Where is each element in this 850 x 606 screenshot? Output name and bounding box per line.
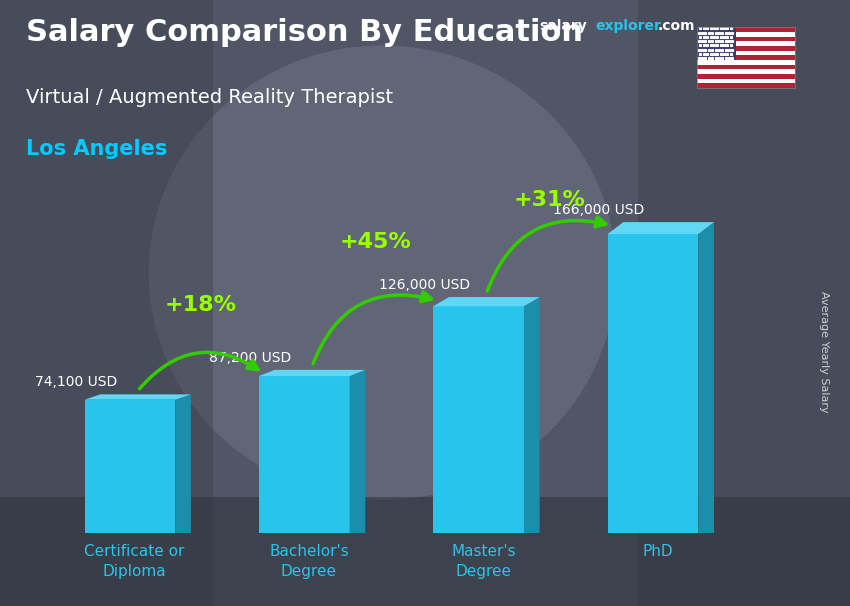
Bar (697, 41, 795, 46)
Polygon shape (175, 395, 191, 533)
Bar (697, 69, 795, 74)
Bar (697, 65, 795, 69)
Text: 87,200 USD: 87,200 USD (209, 350, 292, 365)
Bar (697, 50, 795, 55)
Bar (697, 83, 795, 88)
FancyArrowPatch shape (313, 292, 432, 364)
Bar (434, 306, 524, 533)
Bar (259, 376, 349, 533)
Text: .com: .com (658, 19, 695, 33)
Polygon shape (349, 370, 366, 533)
Polygon shape (524, 297, 540, 533)
Bar (608, 234, 699, 533)
Text: Average Yearly Salary: Average Yearly Salary (819, 291, 829, 412)
Bar (697, 27, 795, 32)
Polygon shape (434, 297, 540, 306)
Text: Virtual / Augmented Reality Therapist: Virtual / Augmented Reality Therapist (26, 88, 393, 107)
Bar (697, 32, 795, 36)
Bar (697, 36, 795, 41)
FancyArrowPatch shape (487, 217, 606, 291)
Text: 126,000 USD: 126,000 USD (379, 278, 470, 292)
Text: salary: salary (540, 19, 587, 33)
Polygon shape (699, 222, 714, 533)
Bar (638, 0, 850, 606)
Bar (697, 55, 795, 60)
Bar (697, 46, 795, 50)
Text: +45%: +45% (339, 232, 411, 252)
Bar (697, 60, 795, 65)
Text: +18%: +18% (165, 295, 236, 315)
Text: explorer: explorer (595, 19, 661, 33)
Text: 166,000 USD: 166,000 USD (553, 203, 644, 217)
Bar (84, 400, 175, 533)
Bar (697, 79, 795, 83)
Bar (0, 0, 212, 606)
Text: Los Angeles: Los Angeles (26, 139, 167, 159)
Polygon shape (608, 222, 714, 234)
Bar (0, 497, 850, 606)
Polygon shape (259, 370, 366, 376)
Text: Salary Comparison By Education: Salary Comparison By Education (26, 18, 582, 47)
Text: +31%: +31% (513, 190, 586, 210)
Polygon shape (84, 395, 191, 400)
Ellipse shape (149, 45, 616, 500)
FancyArrowPatch shape (139, 352, 258, 388)
Bar (697, 27, 736, 60)
Bar (697, 74, 795, 79)
Text: 74,100 USD: 74,100 USD (35, 375, 117, 389)
